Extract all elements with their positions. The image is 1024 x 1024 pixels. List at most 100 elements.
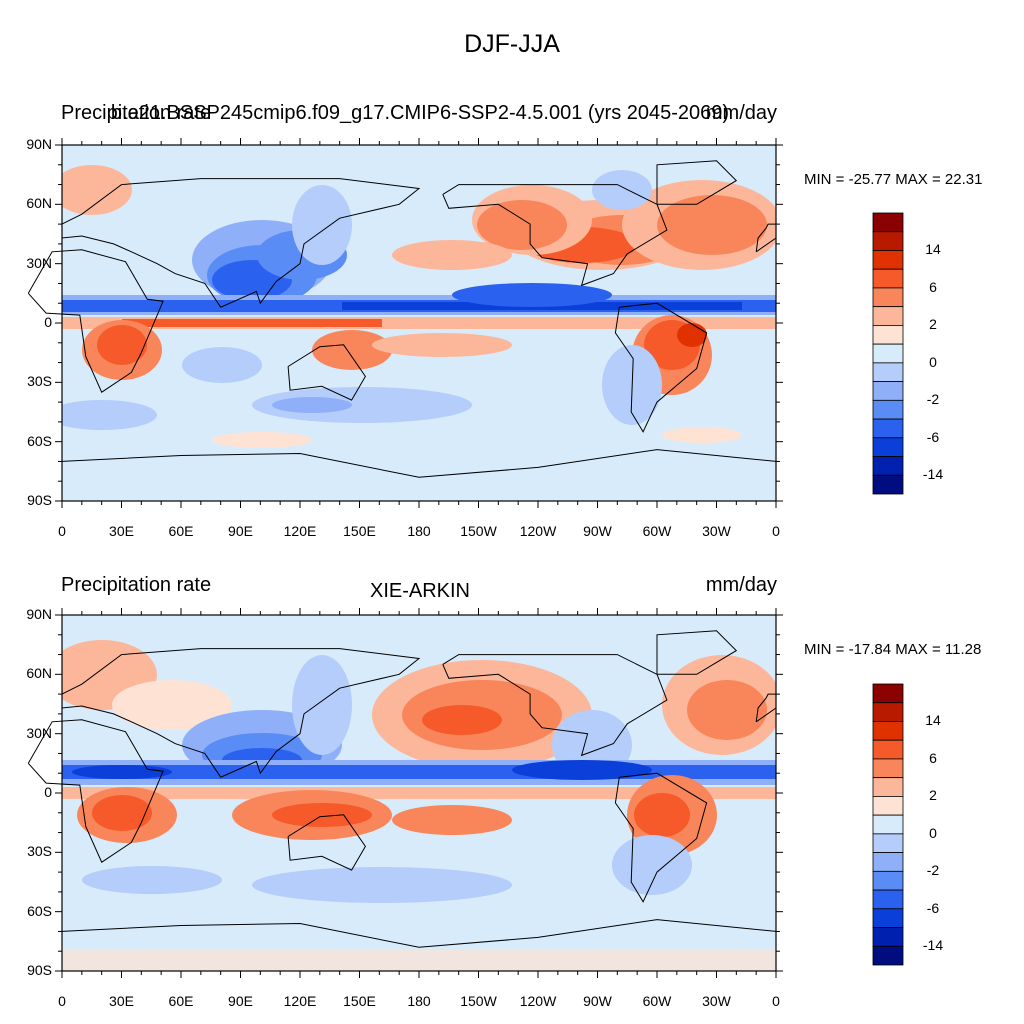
y-tick-label: 0 bbox=[44, 784, 52, 800]
colorbar-swatch bbox=[872, 418, 904, 439]
panel2-field bbox=[62, 615, 776, 971]
y-tick-label: 90S bbox=[27, 962, 52, 978]
y-tick-label: 30N bbox=[26, 724, 52, 741]
panel1-overlay bbox=[27, 138, 783, 508]
x-tick-label: 150W bbox=[460, 993, 497, 1009]
x-tick-label: 30W bbox=[702, 523, 731, 539]
x-tick-label: 150W bbox=[460, 523, 497, 539]
colorbar-swatch bbox=[872, 250, 904, 270]
x-tick-label: 0 bbox=[772, 523, 780, 539]
coastline bbox=[287, 814, 366, 871]
colorbar-swatch bbox=[872, 399, 904, 420]
colorbar-swatch bbox=[872, 889, 904, 910]
x-tick-label: 120W bbox=[519, 523, 557, 539]
x-tick-label: 0 bbox=[58, 993, 66, 1009]
y-tick-label: 30N bbox=[26, 254, 52, 271]
colorbar-swatch bbox=[872, 231, 904, 251]
y-tick-label: 60N bbox=[26, 665, 52, 682]
colorbar-swatch bbox=[872, 796, 904, 816]
panel1-left-title: Precipitation rate bbox=[61, 102, 212, 124]
colorbar-swatch bbox=[872, 777, 904, 797]
colorbar-swatch bbox=[872, 908, 904, 928]
colorbar-swatch bbox=[872, 437, 904, 457]
x-tick-label: 150E bbox=[343, 523, 376, 539]
x-tick-label: 150E bbox=[343, 993, 376, 1009]
colorbar-label: 2 bbox=[929, 316, 937, 333]
x-tick-label: 120W bbox=[519, 993, 557, 1009]
y-tick-label: 30S bbox=[27, 843, 52, 860]
colorbar-swatch bbox=[872, 381, 904, 401]
x-tick-label: 90W bbox=[583, 993, 612, 1009]
colorbar-swatch bbox=[872, 870, 904, 891]
colorbar-label: -2 bbox=[926, 862, 940, 879]
colorbar-swatch bbox=[872, 212, 904, 233]
coastline bbox=[442, 184, 668, 287]
x-tick-label: 30W bbox=[702, 993, 731, 1009]
coastline bbox=[61, 449, 777, 478]
colorbar-swatch bbox=[872, 287, 904, 308]
coastline bbox=[61, 919, 777, 948]
colorbar-swatch bbox=[872, 683, 904, 704]
y-tick-label: 90N bbox=[26, 606, 52, 622]
coastline bbox=[614, 302, 708, 433]
colorbar-swatch bbox=[872, 324, 904, 345]
panel2-minmax: MIN = -17.84 MAX = 11.28 bbox=[804, 641, 982, 658]
colorbar-swatch bbox=[872, 833, 904, 853]
y-tick-label: 0 bbox=[44, 314, 52, 330]
colorbar-swatch bbox=[872, 739, 904, 760]
colorbar-label: -14 bbox=[922, 466, 944, 483]
colorbar-label: -6 bbox=[926, 428, 940, 445]
colorbar-swatch bbox=[872, 927, 904, 947]
colorbar-swatch bbox=[872, 362, 904, 383]
panel2-right-title: mm/day bbox=[705, 574, 777, 596]
colorbar-label: 6 bbox=[929, 278, 937, 295]
y-tick-label: 90N bbox=[26, 136, 52, 152]
x-tick-label: 0 bbox=[772, 993, 780, 1009]
x-tick-label: 0 bbox=[58, 523, 66, 539]
figure-title: DJF-JJA bbox=[464, 30, 560, 58]
colorbar-label: 14 bbox=[925, 712, 941, 729]
coastline bbox=[656, 160, 738, 205]
colorbar-swatch bbox=[872, 758, 904, 779]
panel1-minmax: MIN = -25.77 MAX = 22.31 bbox=[804, 171, 983, 188]
coastline bbox=[614, 772, 708, 903]
panel1-center-title: b.e21.BSSP245cmip6.f09_g17.CMIP6-SSP2-4.… bbox=[110, 102, 730, 124]
colorbar-label: 0 bbox=[929, 353, 937, 370]
coastline bbox=[27, 719, 164, 863]
coastline bbox=[442, 654, 668, 757]
x-tick-label: 90W bbox=[583, 523, 612, 539]
y-tick-label: 30S bbox=[27, 373, 52, 390]
coastline bbox=[61, 178, 421, 308]
x-tick-label: 90E bbox=[228, 993, 253, 1009]
y-tick-label: 60S bbox=[27, 902, 52, 919]
colorbar-swatch bbox=[872, 474, 904, 495]
x-tick-label: 60E bbox=[168, 993, 194, 1009]
coastline bbox=[27, 249, 164, 393]
colorbar-label: 6 bbox=[929, 749, 937, 766]
panel2-overlay bbox=[27, 608, 783, 978]
x-tick-label: 120E bbox=[283, 993, 317, 1009]
colorbar-label: -2 bbox=[926, 391, 940, 408]
y-tick-label: 60N bbox=[26, 195, 52, 212]
colorbar-swatch bbox=[872, 343, 904, 364]
colorbar-swatch bbox=[872, 306, 904, 326]
coastline bbox=[287, 344, 366, 401]
x-tick-label: 90E bbox=[228, 523, 253, 539]
x-tick-label: 180 bbox=[407, 523, 431, 539]
panel1-map bbox=[62, 145, 776, 501]
colorbar-label: 14 bbox=[925, 241, 941, 258]
x-tick-label: 60E bbox=[168, 523, 194, 539]
y-tick-label: 90S bbox=[27, 492, 52, 508]
x-tick-label: 120E bbox=[283, 523, 317, 539]
panel1-right-title: mm/day bbox=[705, 102, 777, 124]
colorbar-label: 2 bbox=[929, 787, 937, 804]
x-tick-label: 30E bbox=[109, 523, 134, 539]
panel2-center-title: XIE-ARKIN bbox=[369, 580, 471, 602]
coastline bbox=[61, 648, 421, 778]
x-tick-label: 30E bbox=[109, 993, 134, 1009]
colorbar-label: -6 bbox=[926, 899, 940, 916]
y-tick-label: 60S bbox=[27, 432, 52, 449]
colorbar-label: -14 bbox=[922, 937, 944, 954]
colorbar-swatch bbox=[872, 456, 904, 476]
